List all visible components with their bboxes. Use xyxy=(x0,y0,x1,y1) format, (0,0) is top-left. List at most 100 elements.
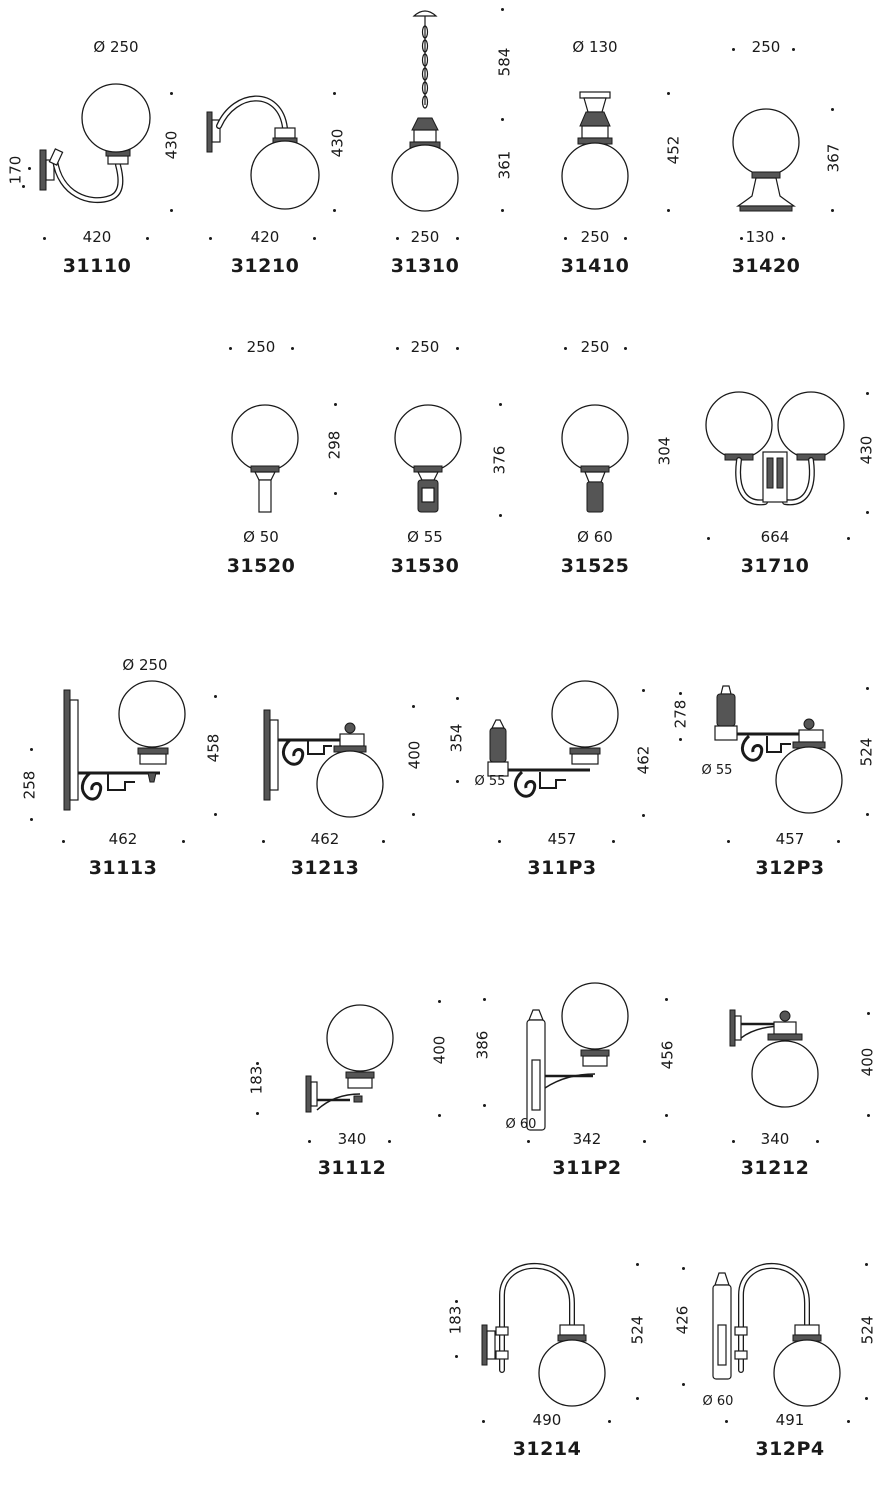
base-label: 130 xyxy=(745,228,775,246)
width-label: 250 xyxy=(580,228,610,246)
product-312P3: 457 524 278 Ø 55 312P3 xyxy=(665,650,880,890)
height-label: 430 xyxy=(162,130,181,160)
column-diameter-label: Ø 60 xyxy=(702,1394,734,1409)
wall-lamp-arch-arm-drawing xyxy=(206,95,320,210)
offset-label: 183 xyxy=(247,1065,266,1095)
height-label: 400 xyxy=(405,740,424,770)
diameter-label: Ø 250 xyxy=(93,38,139,56)
width-label: 250 xyxy=(246,338,276,356)
post-top-lamp-50-drawing xyxy=(231,404,299,513)
width-label: 250 xyxy=(410,228,440,246)
height-label: 430 xyxy=(857,435,876,465)
column-swan-neck-lamp-drawing xyxy=(712,1262,841,1407)
diameter-label: Ø 50 xyxy=(243,528,279,546)
width-label: 340 xyxy=(760,1130,790,1148)
height-label: 524 xyxy=(858,1315,877,1345)
width-label: 420 xyxy=(250,228,280,246)
product-31710: 664 430 31710 xyxy=(665,330,880,590)
product-code: 31410 xyxy=(560,255,630,277)
diameter-label: Ø 250 xyxy=(122,656,168,674)
height-label: 400 xyxy=(430,1035,449,1065)
offset-label: 258 xyxy=(20,770,39,800)
product-31113: Ø 250 462 458 258 31113 xyxy=(0,650,230,890)
width-label: 490 xyxy=(532,1411,562,1429)
product-code: 31112 xyxy=(317,1157,387,1179)
column-diameter-label: Ø 55 xyxy=(701,763,733,778)
width-label: 340 xyxy=(337,1130,367,1148)
post-bracket-lamp-down-drawing xyxy=(714,685,843,814)
height-label: 430 xyxy=(328,128,347,158)
product-code: 312P4 xyxy=(755,1438,825,1460)
product-code: 31110 xyxy=(62,255,132,277)
height-label: 452 xyxy=(664,135,683,165)
post-top-lamp-60-drawing xyxy=(561,404,629,513)
product-code: 31213 xyxy=(290,857,360,879)
height-label: 361 xyxy=(495,150,514,180)
product-31214: 490 524 183 31214 xyxy=(440,1225,655,1480)
product-31530: 250 Ø 55 376 31530 xyxy=(370,330,520,590)
width-label: 462 xyxy=(108,830,138,848)
height-label: 524 xyxy=(628,1315,647,1345)
product-code: 31525 xyxy=(560,555,630,577)
product-312P4: 491 524 426 Ø 60 312P4 xyxy=(665,1225,880,1480)
column-wall-lamp-up-drawing xyxy=(526,982,629,1131)
product-31110: Ø 250 420 430 170 31110 xyxy=(0,0,190,290)
height-label: 462 xyxy=(634,745,653,775)
column-height-label: 426 xyxy=(673,1305,692,1335)
product-31410: Ø 130 250 452 31410 xyxy=(540,0,690,290)
diameter-label: Ø 55 xyxy=(407,528,443,546)
width-label: 664 xyxy=(760,528,790,546)
column-diameter-label: Ø 60 xyxy=(505,1117,537,1132)
product-code: 31530 xyxy=(390,555,460,577)
product-code: 312P3 xyxy=(755,857,825,879)
small-wall-lamp-up-drawing xyxy=(305,1004,394,1113)
product-311P3: 457 462 354 Ø 55 311P3 xyxy=(440,650,660,890)
product-31210: 420 430 31210 xyxy=(195,0,360,290)
product-311P2: 342 456 386 Ø 60 311P2 xyxy=(465,982,685,1190)
product-31525: 250 Ø 60 304 31525 xyxy=(540,330,674,590)
product-31212: 340 400 31212 xyxy=(690,990,880,1190)
wall-lamp-scroll-arm-drawing xyxy=(63,680,186,811)
width-label: 420 xyxy=(82,228,112,246)
width-label: 462 xyxy=(310,830,340,848)
column-diameter-label: Ø 55 xyxy=(474,774,506,789)
product-code: 31212 xyxy=(740,1157,810,1179)
offset-label: 170 xyxy=(6,155,25,185)
column-height-label: 386 xyxy=(473,1030,492,1060)
product-code: 31420 xyxy=(731,255,801,277)
product-code: 311P2 xyxy=(552,1157,622,1179)
height-label: 376 xyxy=(490,445,509,475)
product-31213: 462 400 31213 xyxy=(240,650,440,890)
post-bracket-lamp-up-drawing xyxy=(487,680,619,798)
product-code: 31210 xyxy=(230,255,300,277)
width-label: 491 xyxy=(775,1411,805,1429)
width-label: 250 xyxy=(580,338,610,356)
height-label: 524 xyxy=(857,737,876,767)
height-label: 458 xyxy=(204,733,223,763)
diameter-label: Ø 60 xyxy=(577,528,613,546)
height-label: 400 xyxy=(858,1047,877,1077)
product-code: 31214 xyxy=(512,1438,582,1460)
width-label: 250 xyxy=(410,338,440,356)
width-label: 342 xyxy=(572,1130,602,1148)
column-height-label: 278 xyxy=(671,699,690,729)
height-label: 367 xyxy=(824,143,843,173)
swan-neck-wall-lamp-drawing xyxy=(481,1262,606,1407)
height-label: 298 xyxy=(325,430,344,460)
product-31520: 250 Ø 50 298 31520 xyxy=(205,330,365,590)
ceiling-lamp-drawing xyxy=(561,91,629,210)
post-top-lamp-55-drawing xyxy=(394,404,462,513)
offset-label: 183 xyxy=(446,1305,465,1335)
product-31112: 340 400 183 31112 xyxy=(240,990,455,1190)
product-code: 311P3 xyxy=(527,857,597,879)
width-label: 457 xyxy=(547,830,577,848)
column-height-label: 354 xyxy=(447,723,466,753)
post-top-lamp-drawing xyxy=(732,108,800,212)
product-code: 31520 xyxy=(226,555,296,577)
product-code: 31310 xyxy=(390,255,460,277)
pendant-lamp-drawing xyxy=(391,10,459,212)
wall-lamp-scroll-hanging-drawing xyxy=(263,709,384,818)
product-31420: 250 130 367 31420 xyxy=(700,0,870,290)
height-label: 456 xyxy=(658,1040,677,1070)
double-wall-lamp-drawing xyxy=(705,391,845,506)
